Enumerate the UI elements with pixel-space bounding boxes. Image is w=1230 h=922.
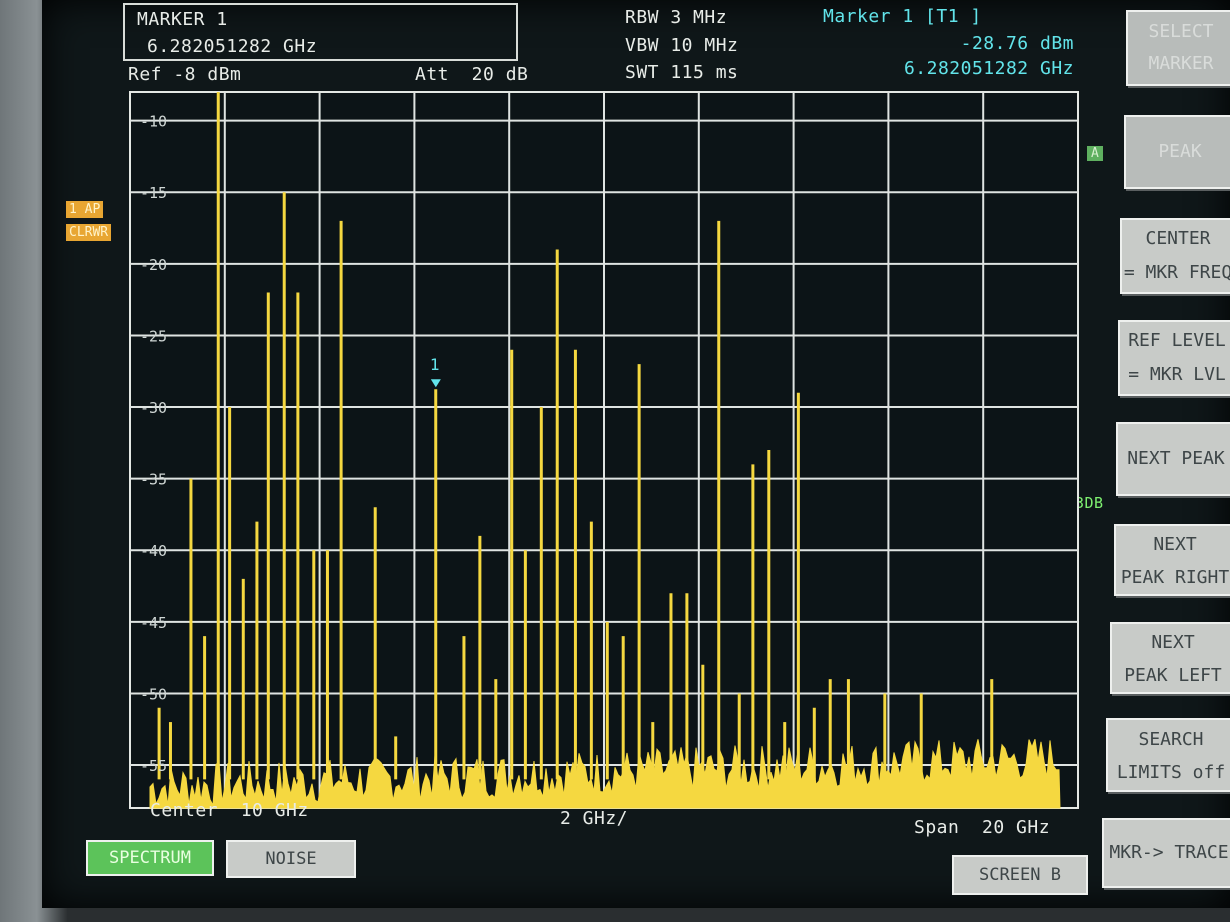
3db-flag: 3DB xyxy=(1075,494,1104,512)
softkey-ref-level-mkr-lvl[interactable]: REF LEVEL = MKR LVL xyxy=(1118,320,1230,396)
softkey-next-peak[interactable]: NEXT PEAK xyxy=(1116,422,1230,496)
softkey-label: NEXT xyxy=(1151,632,1195,653)
marker-box-frequency: 6.282051282 GHz xyxy=(147,36,318,57)
y-tick-label: -50 xyxy=(140,685,167,703)
y-tick-label: -25 xyxy=(140,327,167,345)
marker-readout-level: -28.76 dBm xyxy=(960,33,1074,54)
grid xyxy=(129,91,1079,809)
softkey-label: CENTER xyxy=(1145,228,1211,249)
softkey-next-peak-right[interactable]: NEXT PEAK RIGHT xyxy=(1114,524,1230,596)
softkey-label: MKR-> TRACE xyxy=(1109,842,1229,863)
marker-1-label: 1 xyxy=(429,355,440,375)
marker-triangle-icon xyxy=(430,379,441,388)
softkey-label: PEAK xyxy=(1158,141,1202,162)
softkey-label: NEXT PEAK xyxy=(1127,448,1225,469)
softkey-label: REF LEVEL xyxy=(1128,330,1226,351)
marker-info-box xyxy=(123,3,518,61)
sweep-time: SWT 115 ms xyxy=(625,62,739,83)
y-tick-label: -15 xyxy=(140,184,167,202)
softkey-label: SELECT xyxy=(1148,21,1214,42)
center-frequency: Center 10 GHz xyxy=(150,800,309,821)
marker-readout-label: Marker 1 [T1 ] xyxy=(823,6,982,27)
a-flag: A xyxy=(1087,146,1104,161)
y-axis-labels: -10 -15 -20 -25 -30 -35 -40 -45 -50 -55 xyxy=(140,113,167,775)
y-tick-label: -30 xyxy=(140,399,167,417)
y-tick-label: -40 xyxy=(140,542,167,560)
y-tick-label: -20 xyxy=(140,256,167,274)
softkey-label: PEAK RIGHT xyxy=(1120,567,1230,588)
softkey-peak[interactable]: PEAK xyxy=(1124,115,1230,189)
trace-mode-badge: 1 AP xyxy=(66,201,104,218)
softkey-label: NEXT xyxy=(1153,534,1197,555)
softkey-label: = MKR LVL xyxy=(1128,364,1226,385)
noise-floor xyxy=(149,739,1061,809)
noise-mode-button[interactable]: NOISE xyxy=(226,840,356,878)
vbw: VBW 10 MHz xyxy=(625,35,739,56)
softkey-label: LIMITS off xyxy=(1116,762,1226,783)
rbw: RBW 3 MHz xyxy=(625,7,728,28)
softkey-mkr-trace[interactable]: MKR-> TRACE xyxy=(1102,818,1230,888)
screen-b-button[interactable]: SCREEN B xyxy=(952,855,1088,895)
y-tick-label: -55 xyxy=(140,757,167,775)
softkey-label: MARKER xyxy=(1148,53,1214,74)
softkey-next-peak-left[interactable]: NEXT PEAK LEFT xyxy=(1110,622,1230,694)
softkey-center-mkr-freq[interactable]: CENTER = MKR FREQ xyxy=(1120,218,1230,294)
softkey-label: = MKR FREQ xyxy=(1123,262,1230,283)
y-tick-label: -45 xyxy=(140,614,167,632)
y-tick-label: -10 xyxy=(140,113,167,131)
marker-box-title: MARKER 1 xyxy=(137,9,228,30)
softkey-select-marker[interactable]: SELECT MARKER xyxy=(1126,10,1230,86)
span: Span 20 GHz xyxy=(914,817,1051,838)
softkey-label: SEARCH xyxy=(1138,729,1204,750)
trace xyxy=(149,92,1061,809)
softkey-label: PEAK LEFT xyxy=(1124,665,1222,686)
trace-clrwr-badge: CLRWR xyxy=(66,224,112,241)
frequency-per-division: 2 GHz/ xyxy=(560,808,629,829)
spectrum-mode-button[interactable]: SPECTRUM xyxy=(86,840,214,876)
softkey-search-limits[interactable]: SEARCH LIMITS off xyxy=(1106,718,1230,792)
ref-level: Ref -8 dBm xyxy=(128,64,242,85)
marker-readout-frequency: 6.282051282 GHz xyxy=(903,58,1074,79)
y-tick-label: -35 xyxy=(140,471,167,489)
attenuation: Att 20 dB xyxy=(415,64,529,85)
